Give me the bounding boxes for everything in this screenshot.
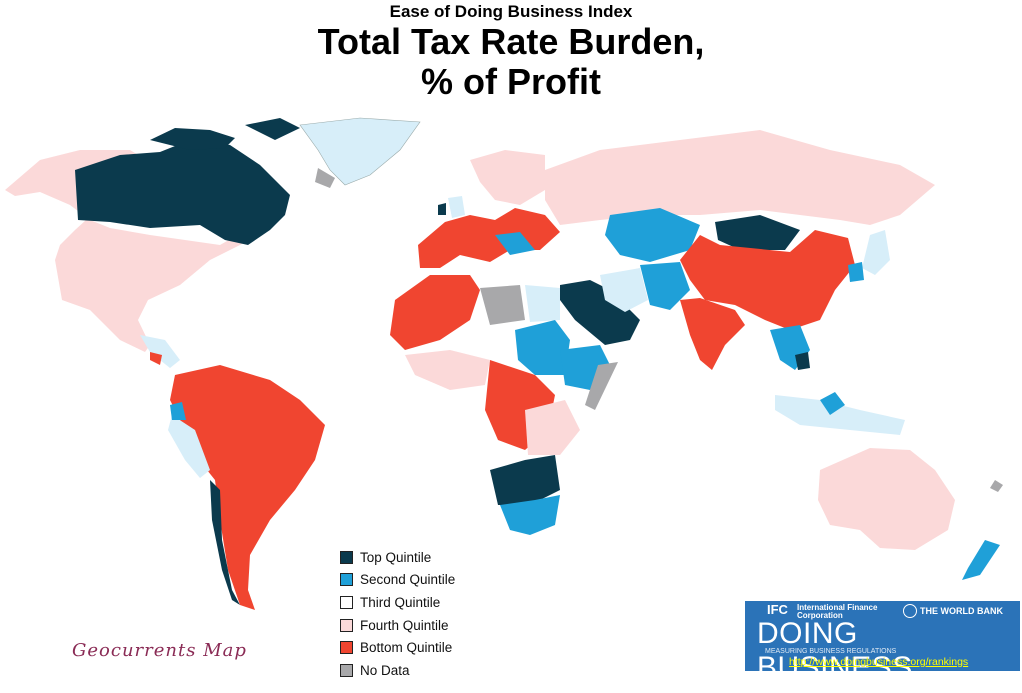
region-west-africa — [405, 350, 490, 390]
doing-business-banner: IFC International Finance Corporation TH… — [745, 601, 1020, 684]
world-map — [5, 117, 1003, 610]
region-greenland — [299, 117, 421, 186]
region-australia — [818, 448, 955, 550]
region-mongolia — [715, 215, 800, 250]
legend-label: Top Quintile — [360, 549, 432, 565]
region-central-america — [140, 335, 180, 368]
region-png-nodata — [990, 480, 1003, 492]
region-canada-islands — [150, 118, 300, 150]
region-somalia-nodata — [585, 362, 618, 410]
legend-item-fourth: Fourth Quintile — [340, 614, 455, 637]
legend-item-bottom: Bottom Quintile — [340, 636, 455, 659]
legend-swatch — [340, 663, 353, 677]
region-sahel-blue — [515, 320, 570, 375]
legend-swatch — [340, 595, 353, 609]
region-iran — [600, 268, 648, 312]
world-bank-globe-icon — [903, 604, 917, 618]
legend-label: Second Quintile — [360, 572, 456, 588]
map-title: Total Tax Rate Burden, % of Profit — [0, 22, 1022, 102]
region-philippines-blue — [820, 392, 845, 415]
region-india — [680, 298, 745, 370]
legend: Top Quintile Second Quintile Third Quint… — [340, 546, 455, 682]
region-japan — [862, 230, 890, 275]
region-east-africa — [525, 400, 580, 455]
ifc-logo: IFC — [767, 602, 788, 617]
doing-business-title: DOING BUSINESS — [757, 617, 913, 684]
region-nicaragua — [150, 352, 162, 365]
legend-label: No Data — [360, 662, 410, 678]
legend-swatch — [340, 550, 353, 564]
region-ireland — [438, 203, 446, 215]
map-credit: Geocurrents Map — [72, 640, 247, 661]
map-subtitle: Ease of Doing Business Index — [389, 2, 633, 21]
region-canada — [75, 140, 290, 245]
title-line-2: % of Profit — [421, 61, 601, 102]
legend-item-nodata: No Data — [340, 659, 455, 682]
region-colombia — [170, 402, 186, 420]
region-south-africa — [500, 495, 560, 535]
doing-business-tagline: MEASURING BUSINESS REGULATIONS — [765, 648, 897, 655]
legend-swatch — [340, 641, 353, 655]
world-bank-name: THE WORLD BANK — [920, 606, 1003, 616]
region-western-europe — [418, 208, 560, 268]
region-uk — [448, 196, 465, 218]
region-china — [680, 230, 855, 330]
region-middle-east-blue — [640, 262, 690, 310]
rankings-link[interactable]: http://www.doingbusiness.org/rankings — [789, 656, 969, 668]
region-scandinavia — [470, 150, 545, 205]
region-vietnam-top — [795, 352, 810, 370]
region-north-america — [5, 150, 278, 352]
region-libya-nodata — [480, 285, 525, 325]
region-korea — [848, 262, 864, 282]
legend-label: Third Quintile — [360, 594, 441, 610]
legend-swatch — [340, 573, 353, 587]
legend-label: Bottom Quintile — [360, 640, 453, 656]
region-russia — [545, 130, 935, 225]
ifc-org-name: International Finance Corporation — [797, 603, 878, 620]
region-greenland-nodata — [315, 168, 335, 188]
region-indonesia — [775, 395, 905, 435]
region-peru-bolivia — [168, 415, 210, 478]
legend-label: Fourth Quintile — [360, 617, 449, 633]
region-new-zealand — [962, 540, 1000, 580]
legend-item-top: Top Quintile — [340, 546, 455, 569]
region-central-asia — [605, 208, 700, 262]
region-balkans — [495, 232, 535, 255]
region-southern-africa-top — [490, 455, 560, 505]
legend-item-third: Third Quintile — [340, 591, 455, 614]
region-south-america — [170, 365, 325, 610]
region-north-africa — [390, 275, 480, 350]
legend-item-second: Second Quintile — [340, 569, 455, 592]
region-arabia — [560, 280, 640, 345]
region-egypt — [525, 285, 560, 322]
legend-swatch — [340, 618, 353, 632]
region-chile — [210, 480, 240, 605]
title-line-1: Total Tax Rate Burden, — [317, 21, 705, 62]
